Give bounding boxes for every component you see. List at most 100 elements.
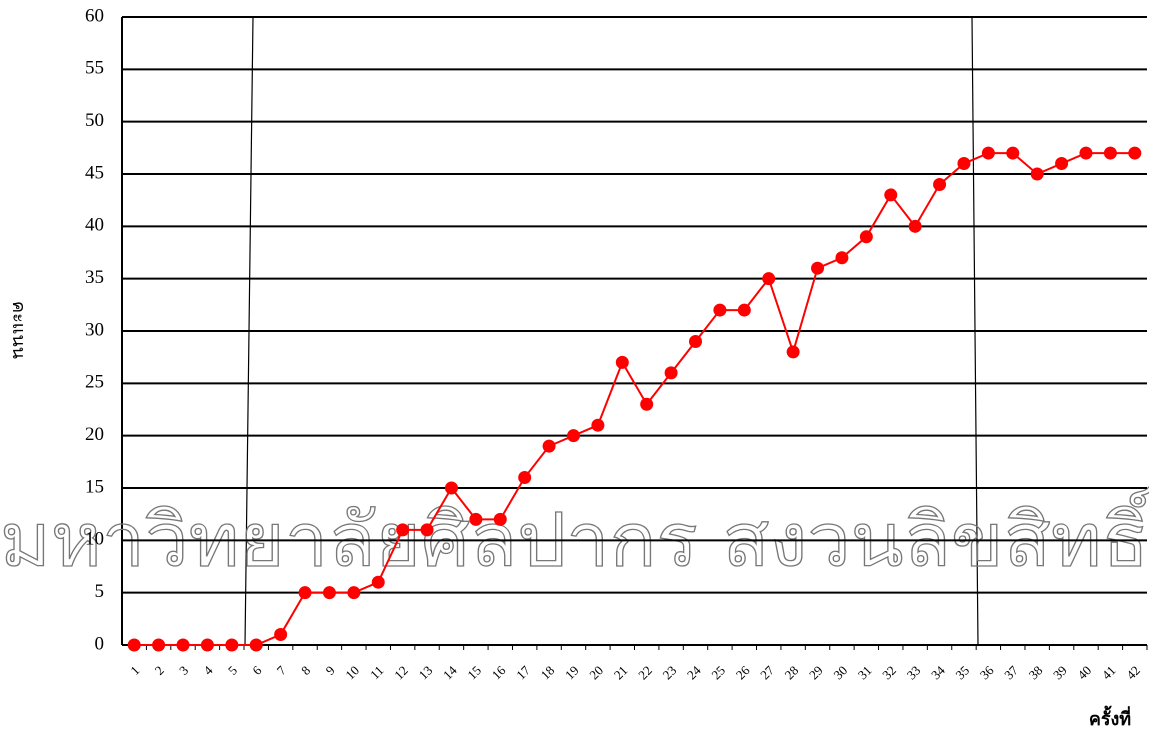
x-axis-label: ครั้งที่ [1089, 705, 1131, 730]
y-tick-label: 55 [85, 58, 104, 79]
x-tick-label: 24 [684, 662, 704, 682]
x-tick-label: 6 [249, 662, 265, 678]
y-tick-label: 60 [85, 5, 104, 26]
point [298, 586, 312, 600]
x-tick-label: 33 [904, 663, 924, 683]
x-tick-label: 10 [342, 663, 362, 683]
watermark: มหาวิทยาลัยศิลปากร สงวนลิขสิทธิ์ [0, 487, 1149, 584]
point [200, 638, 214, 652]
point [225, 638, 239, 652]
point [420, 523, 434, 537]
point [664, 366, 678, 380]
point [786, 345, 800, 359]
x-tick-label: 9 [322, 663, 337, 678]
y-tick-label: 0 [95, 633, 105, 654]
point [127, 638, 141, 652]
x-tick-label: 3 [176, 663, 191, 678]
x-tick-label: 23 [660, 663, 680, 683]
point [689, 334, 703, 348]
point [762, 272, 776, 286]
x-tick-label: 39 [1050, 663, 1070, 683]
x-tick-label: 14 [440, 662, 460, 682]
point [737, 303, 751, 317]
point [249, 638, 263, 652]
point [908, 219, 922, 233]
point [176, 638, 190, 652]
y-tick-label: 45 [85, 162, 104, 183]
x-tick-label: 35 [952, 663, 972, 683]
point [493, 512, 507, 526]
x-tick-label: 25 [708, 663, 728, 683]
y-tick-label: 25 [85, 372, 104, 393]
point [396, 523, 410, 537]
x-tick-label: 42 [1123, 663, 1143, 683]
point [274, 628, 288, 642]
point [615, 355, 629, 369]
point [322, 586, 336, 600]
point [1079, 146, 1093, 160]
x-tick-label: 19 [562, 663, 582, 683]
point [713, 303, 727, 317]
point [518, 471, 532, 485]
point [1103, 146, 1117, 160]
point [1006, 146, 1020, 160]
point [835, 251, 849, 265]
point [371, 575, 385, 589]
x-tick-label: 2 [152, 663, 167, 678]
y-tick-label: 10 [85, 529, 104, 550]
point [469, 512, 483, 526]
point [444, 481, 458, 495]
point [1055, 157, 1069, 171]
y-tick-label: 30 [85, 319, 104, 340]
point [1030, 167, 1044, 181]
x-tick-label: 15 [464, 663, 484, 683]
y-tick-label: 50 [85, 110, 104, 131]
x-tick-label: 22 [635, 663, 655, 683]
x-tick-label: 40 [1074, 663, 1094, 683]
point [957, 157, 971, 171]
point [152, 638, 166, 652]
x-tick-label: 16 [489, 662, 509, 682]
x-tick-label: 28 [782, 663, 802, 683]
x-tick-label: 5 [225, 663, 240, 678]
x-tick-label: 7 [274, 662, 290, 678]
x-tick-label: 36 [977, 662, 997, 682]
x-tick-label: 27 [757, 662, 777, 682]
point [640, 397, 654, 411]
x-tick-label: 26 [733, 662, 753, 682]
point [566, 429, 580, 443]
y-tick-label: 5 [95, 581, 105, 602]
point [884, 188, 898, 202]
x-tick-label: 12 [391, 663, 411, 683]
y-tick-label: 15 [85, 476, 104, 497]
point [591, 418, 605, 432]
x-tick-label: 18 [538, 663, 558, 683]
x-tick-label: 13 [415, 663, 435, 683]
x-tick-label: 38 [1026, 663, 1046, 683]
point [933, 177, 947, 191]
y-axis-label: คะแนน [8, 301, 29, 359]
x-tick-label: 11 [367, 663, 386, 682]
x-tick-label: 32 [879, 663, 899, 683]
x-tick-label: 17 [513, 662, 533, 682]
x-tick-label: 4 [200, 662, 216, 678]
point [859, 230, 873, 244]
point [981, 146, 995, 160]
point [811, 261, 825, 275]
x-tick-label: 37 [1001, 662, 1021, 682]
point [1128, 146, 1142, 160]
x-tick-label: 29 [806, 663, 826, 683]
y-tick-label: 35 [85, 267, 104, 288]
y-tick-label: 40 [85, 215, 104, 236]
y-tick-label: 20 [85, 424, 104, 445]
x-tick-label: 30 [830, 663, 850, 683]
point [542, 439, 556, 453]
x-tick-label: 20 [586, 663, 606, 683]
x-tick-label: 8 [298, 663, 313, 678]
x-tick-label: 21 [611, 663, 631, 683]
x-tick-label: 31 [855, 663, 875, 683]
x-tick-label: 1 [127, 663, 142, 678]
x-tick-label: 34 [928, 662, 948, 682]
point [347, 586, 361, 600]
x-tick-label: 41 [1099, 663, 1119, 683]
